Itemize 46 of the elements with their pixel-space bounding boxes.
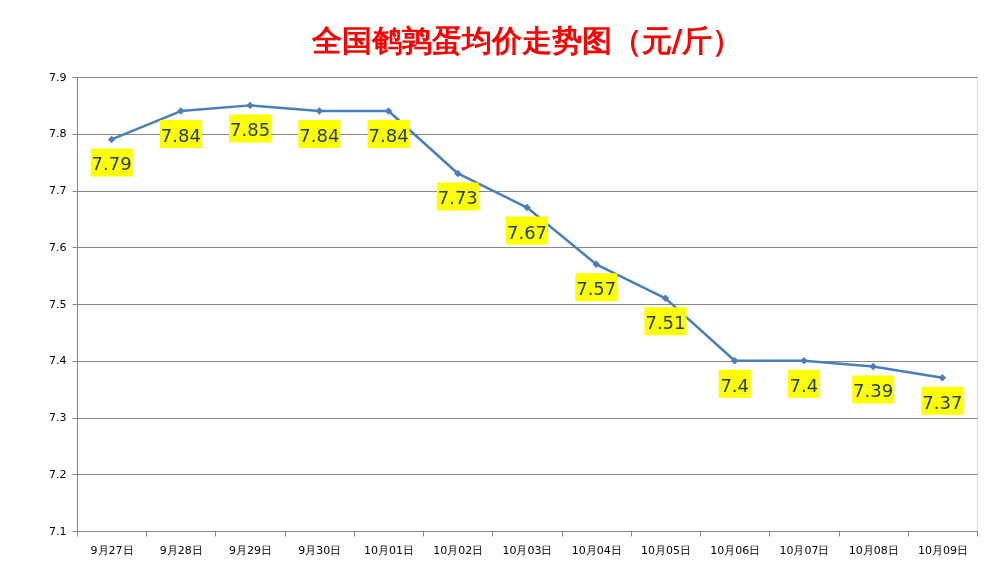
point: [869, 362, 877, 371]
x-tick-label: 10月01日: [364, 543, 415, 557]
x-tick-label: 10月07日: [779, 543, 830, 557]
point: [107, 135, 116, 144]
x-tick-label: 10月09日: [917, 543, 968, 557]
data-label: 7.4: [720, 374, 750, 396]
data-label: 7.51: [645, 312, 686, 334]
y-tick-label: 7.8: [49, 127, 67, 141]
x-tick-label: 9月30日: [298, 543, 342, 557]
data-label: 7.84: [299, 125, 340, 147]
y-tick-label: 7.3: [49, 411, 67, 424]
point: [523, 203, 531, 212]
data-label: 7.37: [922, 391, 963, 413]
data-label: 7.67: [506, 221, 548, 243]
x-tick-label: 9月29日: [229, 543, 273, 557]
point: [454, 169, 462, 178]
x-tick-label: 10月03日: [502, 543, 553, 557]
data-label: 7.4: [789, 374, 819, 396]
x-tick-label: 10月05日: [640, 543, 691, 557]
data-label: 7.39: [853, 380, 894, 402]
point: [246, 101, 254, 110]
point: [661, 294, 670, 303]
point: [592, 260, 600, 268]
x-tick-label: 9月27日: [90, 543, 134, 557]
x-tick-label: 10月04日: [571, 543, 622, 557]
data-label: 7.84: [368, 125, 409, 147]
x-tick-label: 10月08日: [848, 543, 899, 557]
data-label: 7.85: [230, 119, 271, 141]
data-label: 7.73: [437, 187, 478, 209]
point: [730, 357, 739, 365]
y-tick-label: 7.2: [49, 467, 67, 481]
y-tick-label: 7.9: [49, 70, 67, 84]
x-tick-label: 9月28日: [159, 543, 203, 557]
chart-title: 全国鹌鹑蛋均价走势图（元/斤）: [310, 23, 743, 58]
point: [800, 357, 808, 365]
y-tick-label: 7.4: [49, 354, 67, 368]
data-label: 7.79: [91, 153, 132, 175]
y-tick-label: 7.6: [49, 240, 67, 254]
point: [938, 374, 947, 382]
y-tick-label: 7.5: [49, 297, 67, 311]
y-tick-label: 7.7: [49, 184, 67, 197]
data-label: 7.57: [576, 278, 617, 300]
y-tick-label: 7.1: [49, 524, 67, 538]
x-tick-label: 10月06日: [710, 543, 761, 557]
data-label: 7.84: [160, 125, 201, 147]
x-tick-label: 10月02日: [433, 543, 484, 557]
